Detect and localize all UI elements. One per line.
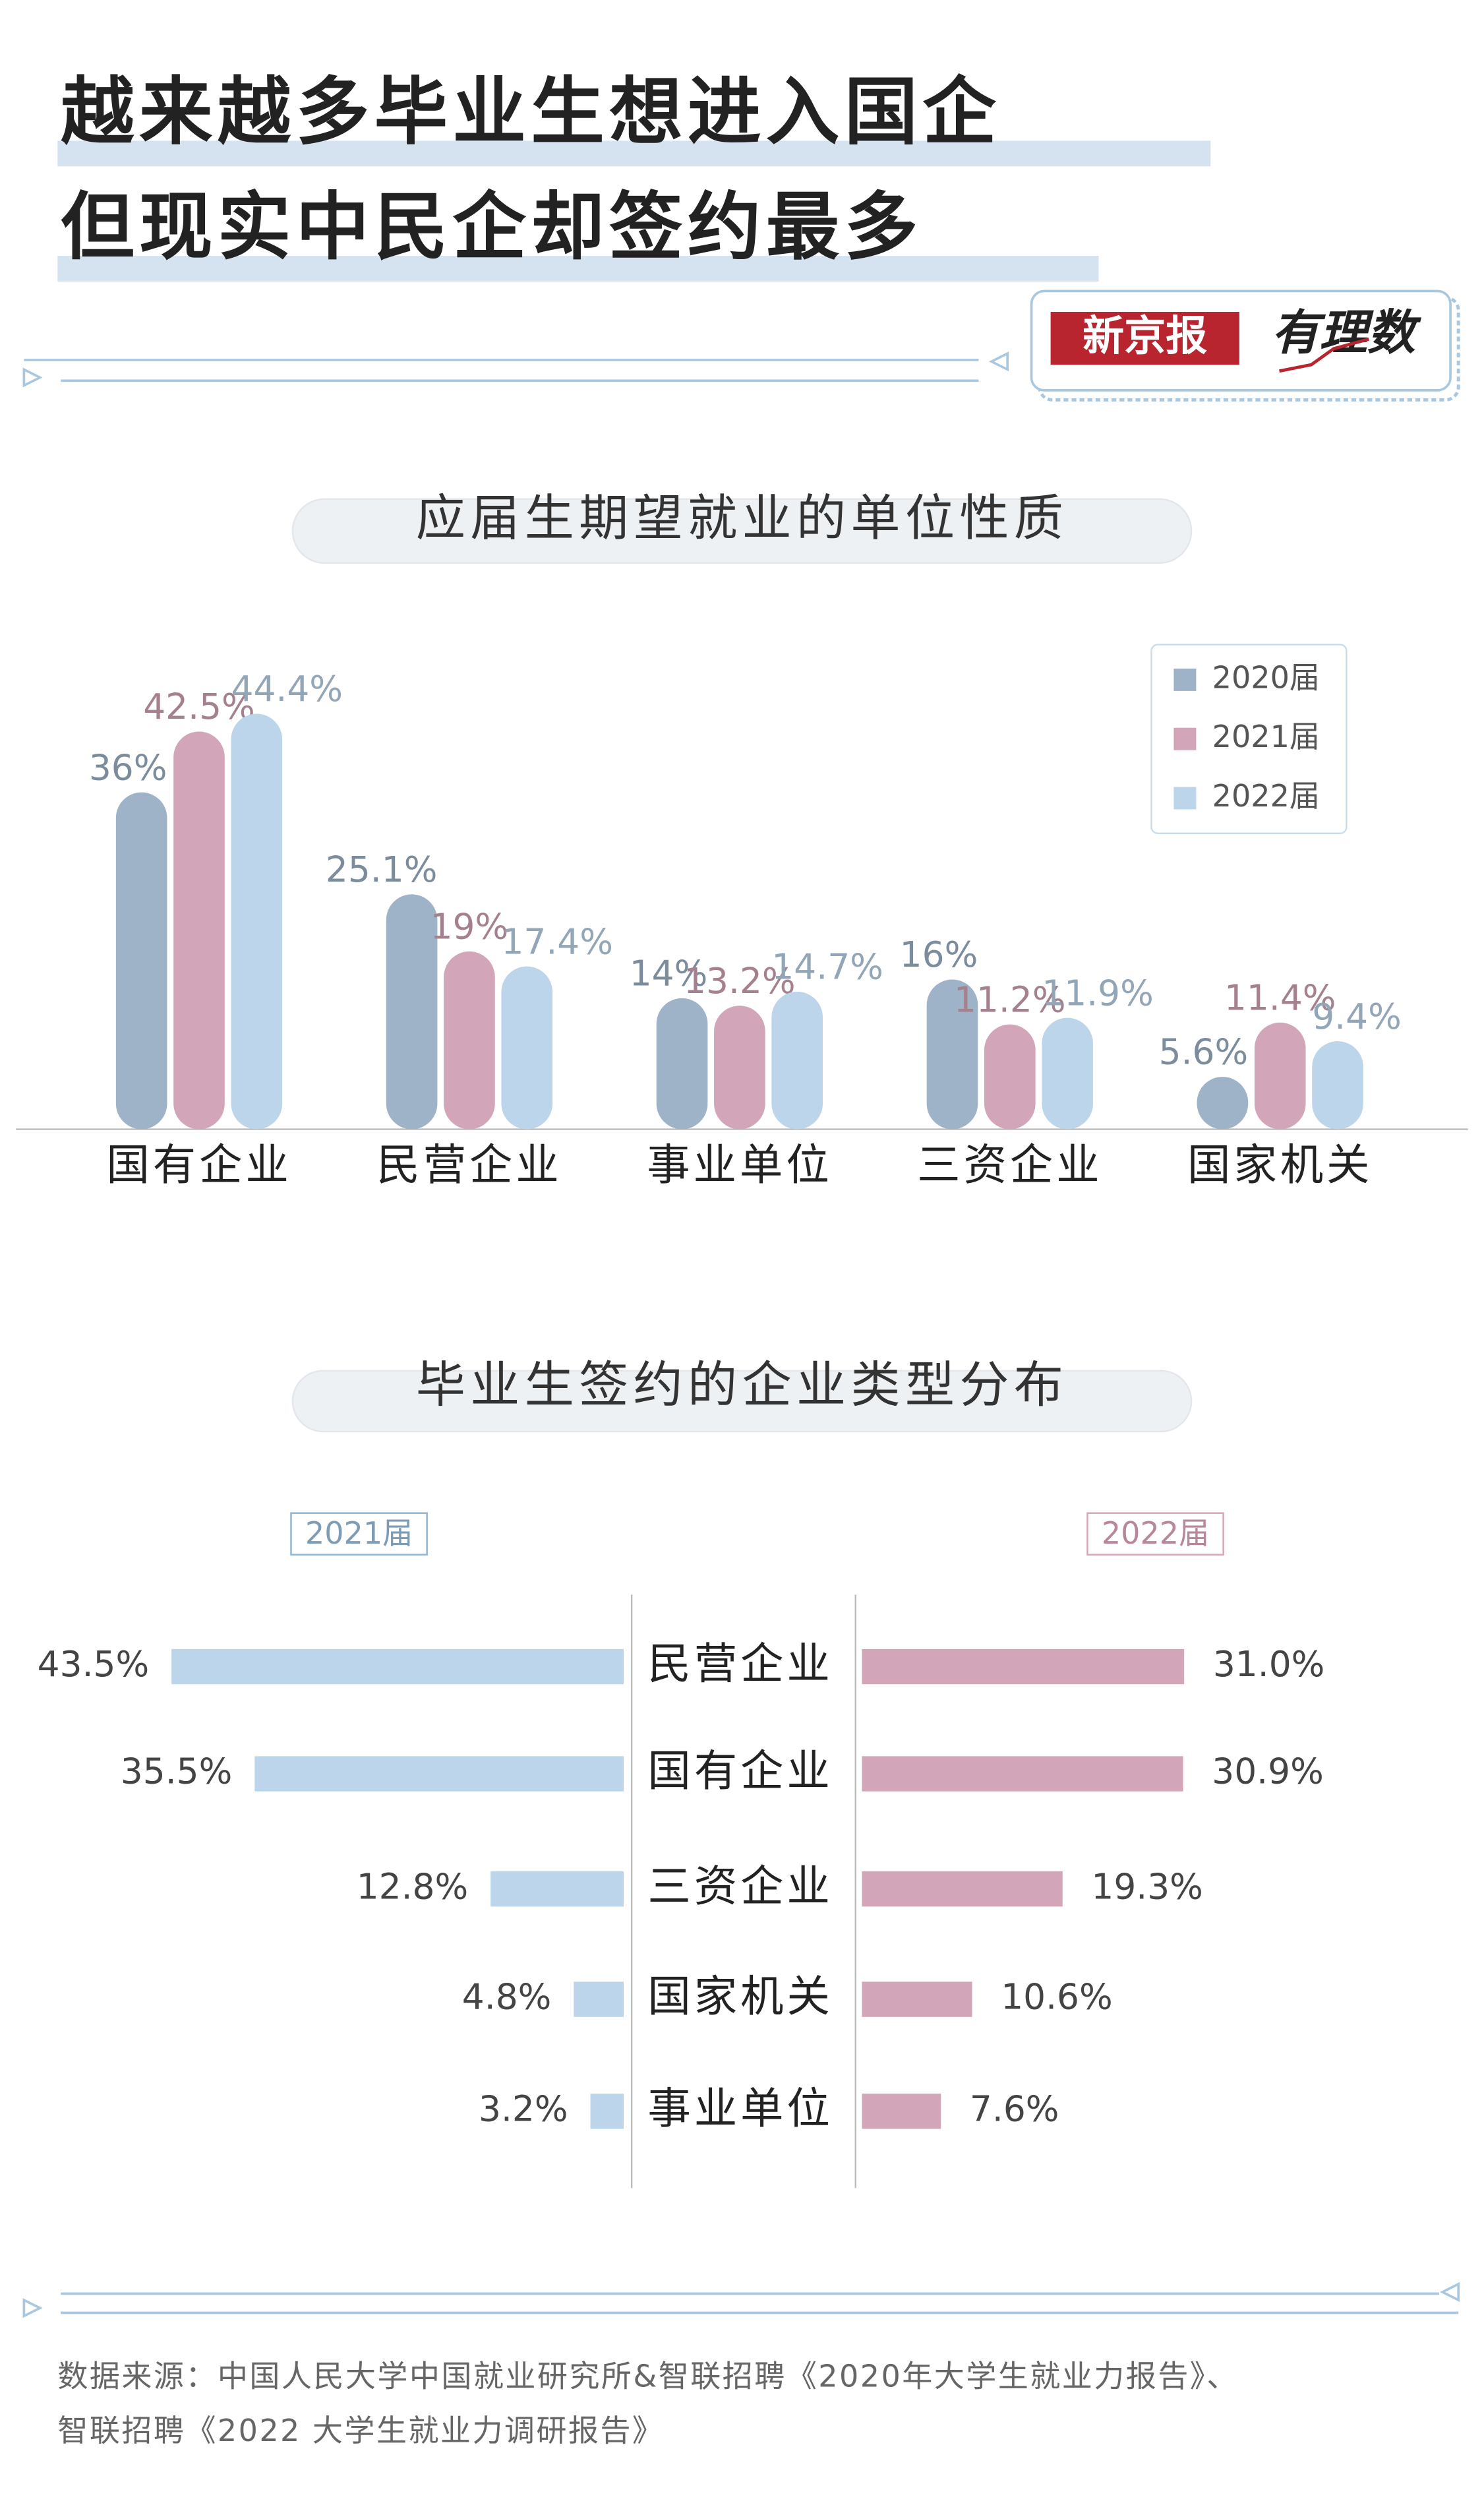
bar (656, 998, 708, 1130)
title-highlight (57, 256, 1099, 282)
legend-box (1150, 644, 1348, 834)
bar (771, 991, 823, 1130)
legend-swatch (1173, 727, 1197, 750)
bar (926, 979, 978, 1130)
title: 越来越多毕业生想进入国企 (61, 69, 1001, 155)
bar (1312, 1041, 1363, 1130)
value-label: 17.4% (501, 921, 613, 962)
legend-label: 2021届 (1212, 719, 1320, 754)
bar (386, 894, 438, 1130)
value-label: 10.6% (1001, 1976, 1113, 2018)
value-label: 31.0% (1213, 1643, 1325, 1685)
legend-swatch (1173, 787, 1197, 810)
x-tick-label: 民营企业 (376, 1140, 562, 1190)
bar (714, 1006, 765, 1130)
value-label: 36% (89, 746, 167, 788)
bar (171, 1648, 624, 1685)
value-label: 11.2% (954, 979, 1066, 1020)
chart-title: 应届生期望就业的单位性质 (416, 489, 1069, 547)
title-highlight (57, 140, 1211, 167)
brand-name: 新京报 (1083, 311, 1207, 360)
category-label: 事业单位 (647, 2084, 833, 2134)
bar (862, 2094, 941, 2129)
category-label: 三资企业 (647, 1861, 833, 1912)
brand-logo: 新京报 有理数 (1030, 289, 1460, 402)
value-label: 35.5% (121, 1751, 233, 1792)
bar (574, 1981, 624, 2017)
series-tag: 2021届 (305, 1515, 413, 1551)
title: 但现实中民企却签约最多 (61, 184, 922, 270)
value-label: 43.5% (38, 1643, 150, 1685)
bar (254, 1756, 624, 1792)
value-label: 19% (430, 906, 509, 948)
bar (231, 713, 283, 1130)
source-note: 智联招聘《2022 大学生就业力调研报告》 (57, 2413, 664, 2448)
value-label: 9.4% (1312, 996, 1402, 1037)
legend-swatch (1173, 668, 1197, 691)
value-label: 11.9% (1042, 972, 1154, 1013)
series-tag: 2022届 (1102, 1515, 1209, 1551)
bar (862, 1871, 1063, 1907)
bar (862, 1756, 1183, 1792)
series-tag-box (1086, 1512, 1224, 1556)
source-note: 数据来源：中国人民大学中国就业研究所&智联招聘《2020年大学生就业力报告》、 (57, 2358, 1238, 2394)
brand-name: 有理数 (1271, 305, 1422, 361)
category-label: 国家机关 (647, 1972, 833, 2022)
bar (590, 2094, 624, 2129)
value-label: 14.7% (771, 946, 883, 988)
value-label: 30.9% (1212, 1751, 1324, 1792)
x-tick-label: 事业单位 (647, 1140, 832, 1190)
bar (1254, 1022, 1306, 1130)
bar (984, 1024, 1036, 1130)
value-label: 12.8% (357, 1865, 469, 1907)
value-label: 11.4% (1224, 977, 1336, 1018)
x-tick-label: 国有企业 (106, 1140, 291, 1190)
category-label: 国有企业 (647, 1746, 833, 1796)
value-label: 19.3% (1091, 1865, 1203, 1907)
value-label: 16% (900, 934, 978, 975)
divider (22, 2281, 1460, 2318)
x-tick-label: 国家机关 (1187, 1140, 1373, 1190)
value-label: 25.1% (326, 849, 438, 890)
bar (444, 951, 495, 1130)
bar (1042, 1017, 1093, 1130)
bar (490, 1871, 624, 1907)
value-label: 7.6% (970, 2088, 1059, 2130)
value-label: 3.2% (479, 2088, 568, 2130)
bar (862, 1648, 1185, 1685)
category-label: 民营企业 (647, 1639, 833, 1689)
bar (115, 792, 167, 1130)
bar (501, 966, 553, 1130)
value-label: 4.8% (462, 1976, 552, 2018)
value-label: 42.5% (143, 686, 255, 727)
x-tick-label: 三资企业 (917, 1140, 1102, 1190)
legend-label: 2022届 (1212, 778, 1320, 814)
value-label: 14% (630, 953, 708, 994)
series-tag-box (290, 1512, 428, 1556)
bar (862, 1981, 972, 2017)
divider (22, 351, 1009, 388)
value-label: 44.4% (231, 668, 343, 710)
value-label: 5.6% (1159, 1031, 1249, 1073)
bar (173, 731, 225, 1130)
bar (1197, 1077, 1249, 1130)
section-title-bg (291, 498, 1193, 564)
section-title-bg (291, 1370, 1193, 1433)
legend-label: 2020届 (1212, 659, 1320, 695)
value-label: 13.2% (684, 960, 796, 1002)
chart-title: 毕业生签约的企业类型分布 (416, 1356, 1069, 1414)
